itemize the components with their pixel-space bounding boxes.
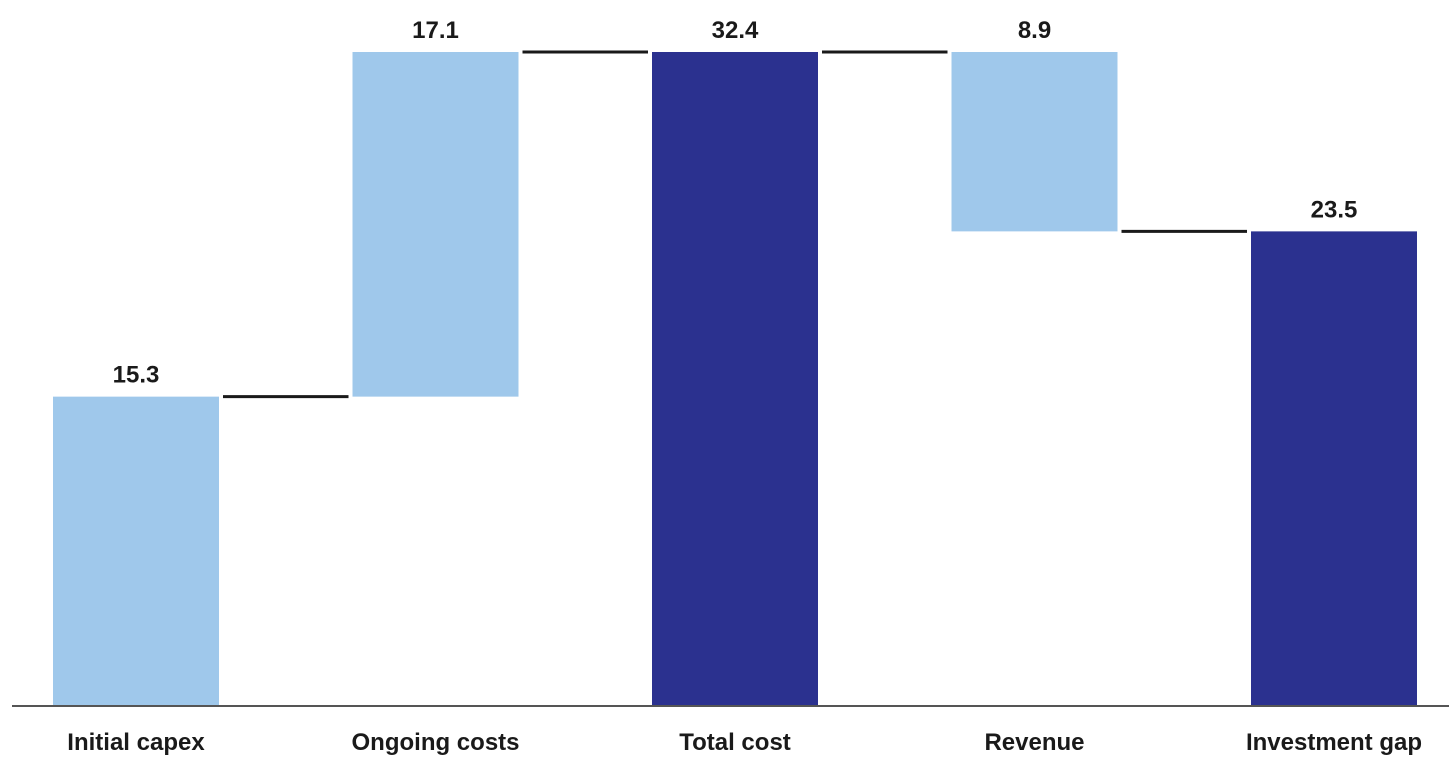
bar-investment-gap [1251,231,1417,705]
value-label-total-cost: 32.4 [712,17,759,44]
value-label-revenue: 8.9 [1018,17,1051,44]
category-label-total-cost: Total cost [679,729,791,756]
bar-revenue [951,52,1118,232]
category-labels: Initial capex Ongoing costs Total cost Reve… [67,729,1422,756]
value-label-initial-capex: 15.3 [113,362,160,389]
value-label-ongoing-costs: 17.1 [412,17,459,44]
value-label-investment-gap: 23.5 [1311,196,1358,223]
category-label-initial-capex: Initial capex [67,729,205,756]
category-label-ongoing-costs: Ongoing costs [352,729,520,756]
bar-initial-capex [53,396,219,705]
bar-total-cost [652,52,818,705]
connector-lines [223,50,1247,399]
bars [53,52,1417,705]
bar-ongoing-costs [352,52,519,397]
value-labels: 15.3 17.1 32.4 8.9 23.5 [113,17,1358,389]
category-label-investment-gap: Investment gap [1246,729,1422,756]
category-label-revenue: Revenue [984,729,1084,756]
